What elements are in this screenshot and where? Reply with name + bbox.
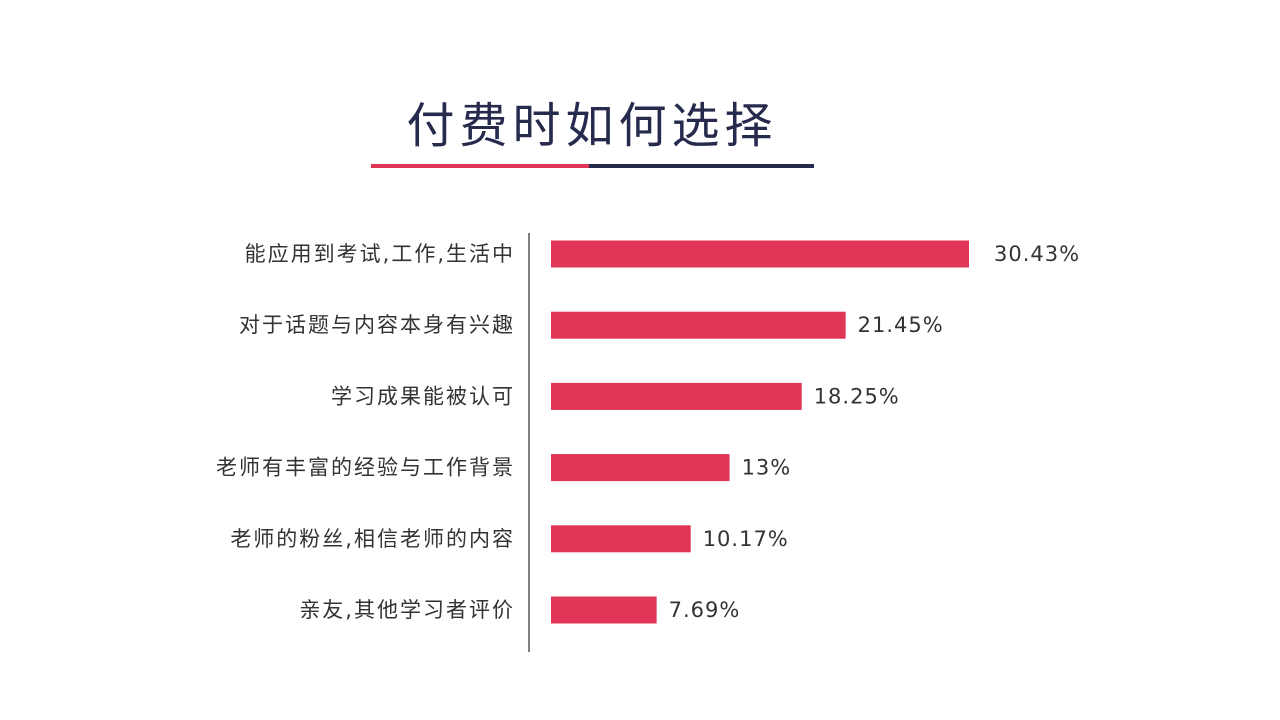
value-label: 7.69%: [669, 598, 741, 622]
bar: [551, 596, 657, 624]
category-label: 学习成果能被认可: [331, 384, 515, 408]
bar: [551, 311, 846, 339]
bar: [551, 525, 691, 553]
bars-group: 能应用到考试,工作,生活中 30.43% 对于话题与内容本身有兴趣 21.45% 学习成…: [216, 240, 1080, 624]
value-label: 21.45%: [858, 313, 944, 337]
category-label: 亲友,其他学习者评价: [299, 598, 515, 622]
bar: [551, 454, 730, 482]
category-label: 老师有丰富的经验与工作背景: [216, 456, 515, 480]
bar: [551, 240, 969, 268]
value-label: 13%: [742, 456, 792, 480]
chart-title: 付费时如何选择: [406, 98, 778, 154]
bar: [551, 382, 802, 410]
title-underline: [371, 164, 814, 168]
value-label: 10.17%: [703, 527, 789, 551]
category-label: 能应用到考试,工作,生活中: [245, 242, 515, 266]
value-label: 30.43%: [994, 242, 1080, 266]
value-label: 18.25%: [814, 384, 900, 408]
category-label: 对于话题与内容本身有兴趣: [239, 313, 515, 337]
category-label: 老师的粉丝,相信老师的内容: [230, 527, 515, 551]
title-underline-accent: [371, 164, 589, 168]
title-underline-dark: [589, 164, 814, 168]
